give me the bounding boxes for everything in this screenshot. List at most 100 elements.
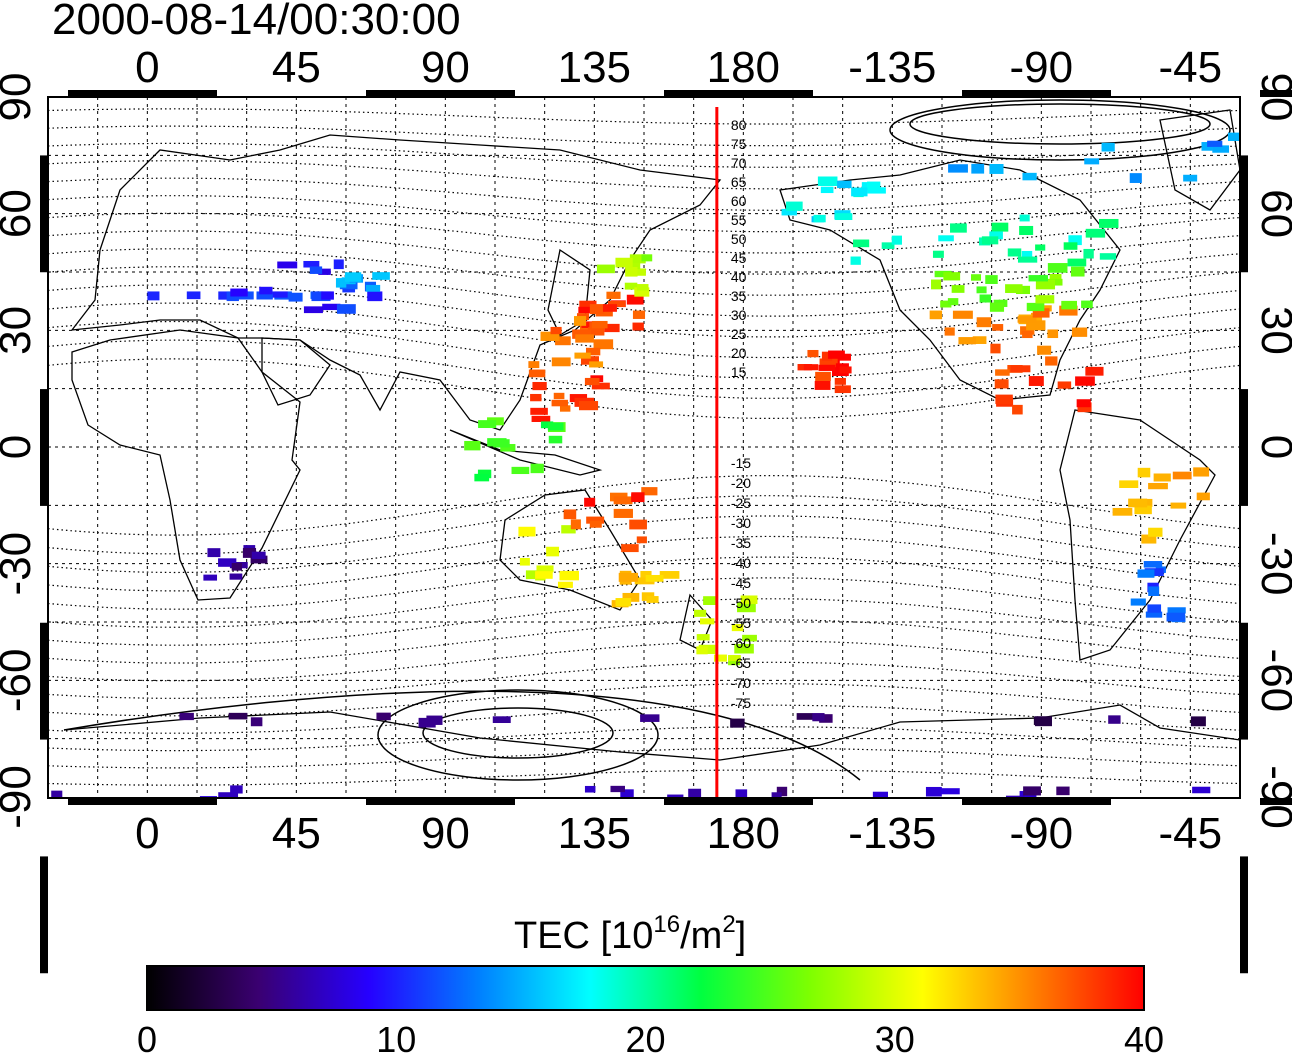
contour-label: 60: [731, 193, 747, 209]
contour-label: 35: [731, 288, 747, 304]
tec-data-point: [251, 551, 266, 559]
tec-data-point: [934, 270, 952, 278]
tec-data-point: [585, 347, 601, 356]
tec-data-point: [931, 279, 942, 290]
longitude-tick-label: 180: [707, 809, 780, 858]
colorbar-tick-label: 0: [137, 1019, 157, 1057]
tec-data-point: [606, 291, 621, 299]
tec-data-point: [1035, 279, 1056, 290]
tec-data-points: [51, 132, 1240, 798]
tec-data-point: [943, 272, 961, 281]
tec-data-point: [1047, 329, 1059, 339]
tec-data-point: [321, 291, 334, 300]
tec-data-point: [820, 186, 834, 194]
longitude-tick-label: 45: [272, 43, 321, 92]
tec-data-point: [615, 257, 633, 268]
tec-data-point: [553, 392, 565, 400]
tec-data-point: [995, 394, 1013, 405]
tec-data-point: [618, 572, 639, 582]
tec-data-point: [781, 208, 797, 216]
magnetic-pole-contours: [63, 99, 1231, 781]
tec-data-point: [1108, 715, 1121, 724]
tec-data-point: [1143, 561, 1163, 568]
tec-data-point: [634, 577, 655, 585]
tec-data-point: [228, 712, 248, 720]
tec-data-point: [589, 304, 605, 315]
tec-data-point: [951, 285, 965, 293]
tec-data-point: [335, 278, 347, 288]
tec-data-point: [636, 536, 647, 544]
tec-data-point: [1137, 467, 1151, 478]
tec-data-point: [839, 366, 852, 374]
tec-data-point: [530, 463, 544, 474]
tec-data-point: [613, 508, 633, 518]
colorbar-tick-label: 30: [875, 1019, 915, 1057]
tec-data-point: [621, 544, 639, 553]
tec-data-point: [478, 420, 497, 429]
tec-data-point: [277, 261, 298, 269]
tec-data-point: [268, 291, 288, 298]
tec-data-point: [1068, 235, 1082, 246]
tec-data-point: [994, 379, 1009, 389]
tec-data-point: [1207, 140, 1223, 147]
tec-data-point: [1134, 505, 1152, 515]
tec-data-point: [731, 623, 744, 632]
tec-data-point: [1020, 326, 1035, 335]
tec-data-point: [821, 351, 833, 361]
tec-data-point: [1032, 308, 1050, 318]
longitude-tick-label: 135: [558, 809, 631, 858]
tec-data-point: [1130, 598, 1146, 606]
tec-data-point: [667, 794, 684, 798]
tec-data-point: [703, 596, 718, 605]
colorbar-tick-label: 10: [376, 1019, 416, 1057]
tec-data-point: [1112, 507, 1133, 516]
tec-data-point: [242, 547, 257, 558]
contour-label: 50: [731, 231, 747, 247]
tec-data-point: [530, 393, 542, 402]
tec-data-point: [579, 325, 592, 332]
tec-data-point: [555, 336, 571, 346]
tec-data-point: [591, 382, 610, 390]
tec-data-point: [646, 596, 659, 603]
tec-data-point: [250, 717, 263, 727]
left-latitude-ticks: 90 60 30 0 -30 -60 -90: [0, 73, 40, 829]
tec-data-point: [1145, 611, 1163, 618]
latitude-tick-label: 60: [0, 189, 40, 238]
tec-data-point: [634, 268, 646, 276]
tec-data-point: [940, 300, 952, 308]
tec-data-point: [1034, 716, 1052, 727]
tec-data-point: [1005, 284, 1023, 293]
latitude-tick-label: 90: [0, 73, 40, 122]
tec-data-point: [1153, 473, 1171, 482]
tec-data-point: [575, 334, 594, 343]
tec-data-point: [971, 163, 985, 174]
latitude-tick-label: -90: [1252, 765, 1292, 829]
tec-data-point: [322, 303, 341, 311]
tec-data-point: [519, 557, 530, 566]
tec-data-point: [620, 789, 634, 798]
longitude-tick-label: 45: [272, 809, 321, 858]
contour-label: 45: [731, 250, 747, 266]
right-latitude-ticks: 90 60 30 0 -30 -60 -90: [1252, 73, 1292, 829]
tec-data-point: [728, 658, 740, 666]
contour-label: 65: [731, 174, 747, 190]
tec-data-point: [376, 712, 391, 721]
tec-data-point: [1137, 569, 1155, 578]
latitude-tick-label: -90: [0, 765, 40, 829]
tec-data-point: [586, 516, 605, 524]
tec-data-point: [372, 272, 390, 280]
tec-data-point: [51, 790, 63, 798]
tec-data-point: [546, 546, 560, 557]
tec-data-point: [573, 316, 587, 326]
tec-data-point: [559, 405, 571, 412]
tec-data-point: [1193, 467, 1210, 477]
longitude-tick-label: 90: [421, 809, 470, 858]
tec-data-point: [615, 598, 632, 607]
tec-data-point: [550, 326, 562, 335]
latitude-tick-label: 0: [0, 435, 40, 459]
contour-label: -30: [731, 515, 751, 531]
contour-label: -25: [731, 495, 751, 511]
tec-data-point: [584, 785, 596, 793]
tec-data-point: [626, 294, 644, 305]
tec-data-point: [1061, 300, 1077, 310]
